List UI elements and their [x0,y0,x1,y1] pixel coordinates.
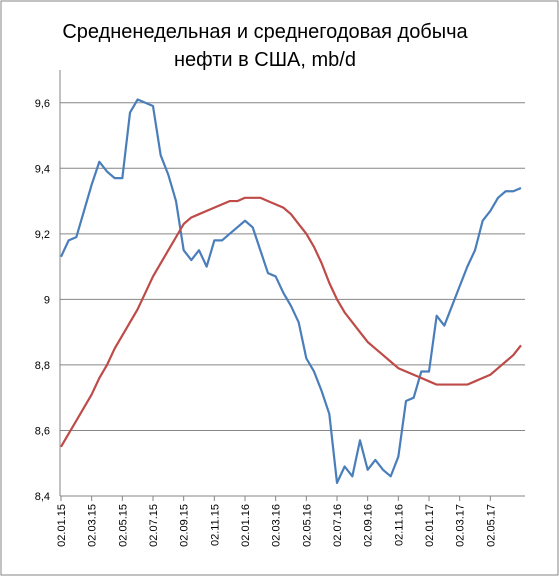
x-tick-label: 02.01.17 [424,504,436,547]
x-tick-label: 02.01.15 [56,504,68,547]
y-tick-label: 9,6 [35,98,50,110]
x-tick-label: 02.11.15 [209,504,221,546]
y-tick-label: 9,2 [35,229,50,241]
x-tick-label: 02.09.16 [363,504,375,547]
x-tick-label: 02.05.15 [117,504,129,547]
x-tick-label: 02.07.15 [148,504,160,547]
series-line [60,196,522,448]
chart-title: нефти в США, mb/d [174,49,356,71]
x-tick-label: 02.09.15 [179,504,191,547]
series-line [60,98,522,484]
y-tick-label: 8,8 [35,360,50,372]
x-tick-label: 02.03.16 [271,504,283,547]
y-tick-label: 9 [44,294,50,306]
y-tick-label: 9,4 [35,163,50,175]
chart-title: Средненедельная и среднегодовая добыча [62,21,468,43]
x-tick-label: 02.07.16 [332,504,344,547]
x-tick-label: 02.03.17 [455,504,467,547]
x-tick-label: 02.11.16 [393,504,405,546]
y-tick-label: 8,6 [35,425,50,437]
y-tick-label: 8,4 [35,491,50,503]
x-tick-label: 02.05.17 [485,504,497,547]
x-tick-label: 02.05.16 [301,504,313,547]
x-tick-label: 02.01.16 [240,504,252,547]
x-tick-label: 02.03.15 [87,504,99,547]
